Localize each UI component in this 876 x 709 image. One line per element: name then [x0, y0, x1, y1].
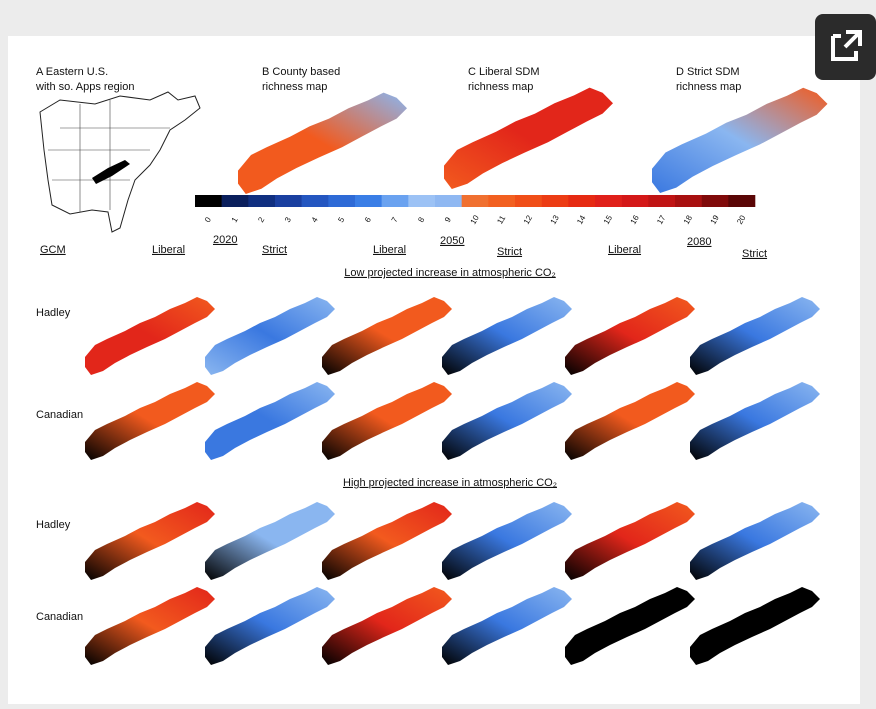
colorbar-label: 5 — [336, 215, 346, 224]
region-map — [690, 297, 820, 375]
region-map — [442, 587, 572, 665]
region-map — [322, 502, 452, 580]
region-map — [85, 297, 215, 375]
region-map — [652, 87, 828, 193]
region-map — [322, 297, 452, 375]
column-header: Liberal — [608, 244, 641, 256]
region-map — [205, 382, 335, 460]
region-map — [442, 297, 572, 375]
colorbar-cell — [515, 195, 542, 207]
colorbar-cell — [728, 195, 756, 207]
colorbar-cell — [675, 195, 702, 207]
colorbar-label: 3 — [283, 215, 293, 224]
panel-caption: richness map — [468, 81, 533, 93]
colorbar-cell — [541, 195, 569, 207]
row-label: Hadley — [36, 307, 71, 319]
region-map — [238, 92, 407, 194]
colorbar-label: 1 — [230, 215, 240, 224]
colorbar-cell — [328, 195, 356, 207]
section-title: Low projected increase in atmospheric CO… — [344, 267, 556, 279]
external-link-button[interactable] — [815, 14, 876, 80]
panel-caption: with so. Apps region — [35, 81, 134, 93]
region-map — [690, 382, 820, 460]
colorbar-label: 8 — [416, 215, 426, 224]
us-map — [39, 91, 201, 233]
region-map — [565, 297, 695, 375]
colorbar-label: 9 — [443, 215, 453, 224]
panel-label: D Strict SDM — [676, 66, 740, 78]
column-header: Strict — [742, 248, 767, 260]
colorbar-label: 7 — [390, 215, 400, 224]
column-header: 2080 — [687, 236, 711, 248]
colorbar-cell — [381, 195, 409, 207]
colorbar-cell — [461, 195, 489, 207]
region-map — [690, 587, 820, 665]
region-map — [565, 502, 695, 580]
colorbar-label: 4 — [310, 215, 320, 224]
region-map — [205, 297, 335, 375]
colorbar-label: 2 — [256, 215, 266, 224]
column-header: Liberal — [152, 244, 185, 256]
colorbar-cell — [435, 195, 462, 207]
colorbar-cell — [568, 195, 596, 207]
region-map — [444, 87, 613, 189]
column-header: 2020 — [213, 234, 237, 246]
column-header: 2050 — [440, 235, 464, 247]
colorbar-cell — [648, 195, 676, 207]
colorbar-cell — [595, 195, 622, 207]
row-label: Hadley — [36, 519, 71, 531]
panel-caption: richness map — [262, 81, 327, 93]
region-map — [85, 587, 215, 665]
column-header: Liberal — [373, 244, 406, 256]
region-map — [690, 502, 820, 580]
row-label: Canadian — [36, 409, 83, 421]
panel-label: A Eastern U.S. — [36, 66, 108, 78]
colorbar-cell — [408, 195, 436, 207]
region-map — [565, 587, 695, 665]
region-map — [205, 587, 335, 665]
column-header: GCM — [40, 244, 66, 256]
colorbar-cell — [621, 195, 649, 207]
colorbar-cell — [275, 195, 302, 207]
colorbar-cell — [488, 195, 516, 207]
panel-caption: richness map — [676, 81, 741, 93]
colorbar-cell — [221, 195, 249, 207]
colorbar-cell — [355, 195, 382, 207]
region-map — [322, 382, 452, 460]
region-map — [565, 382, 695, 460]
region-map — [85, 502, 215, 580]
column-header: Strict — [497, 246, 522, 258]
region-map — [205, 502, 335, 580]
region-map — [442, 382, 572, 460]
colorbar-cell — [195, 195, 222, 207]
row-label: Canadian — [36, 611, 83, 623]
colorbar-label: 0 — [203, 215, 213, 224]
region-map — [442, 502, 572, 580]
colorbar-label: 6 — [363, 215, 373, 224]
panel-label: B County based — [262, 66, 340, 78]
colorbar-cell — [248, 195, 276, 207]
region-map — [322, 587, 452, 665]
section-title: High projected increase in atmospheric C… — [343, 477, 557, 489]
colorbar-cell — [301, 195, 329, 207]
region-map — [85, 382, 215, 460]
column-header: Strict — [262, 244, 287, 256]
colorbar-cell — [701, 195, 729, 207]
panel-label: C Liberal SDM — [468, 66, 540, 78]
